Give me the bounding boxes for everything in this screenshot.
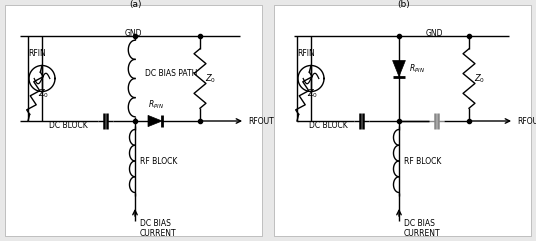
Text: GND: GND: [425, 29, 443, 38]
Text: DC BIAS
CURRENT: DC BIAS CURRENT: [140, 219, 177, 238]
Text: RFIN: RFIN: [28, 49, 46, 59]
Text: DC BIAS
CURRENT: DC BIAS CURRENT: [404, 219, 441, 238]
Polygon shape: [392, 60, 405, 76]
Text: $Z_0$: $Z_0$: [307, 87, 318, 100]
Bar: [274, 5, 531, 236]
Text: RFOUT: RFOUT: [517, 116, 536, 126]
Text: $R_{PIN}$: $R_{PIN}$: [409, 62, 425, 75]
Text: RF BLOCK: RF BLOCK: [140, 156, 177, 166]
Text: RFOUT: RFOUT: [248, 116, 274, 126]
Text: $Z_0$: $Z_0$: [205, 72, 216, 85]
Text: DC BLOCK: DC BLOCK: [309, 121, 348, 130]
Text: $R_{PIN}$: $R_{PIN}$: [148, 99, 164, 111]
Text: DC BIAS PATH: DC BIAS PATH: [145, 69, 197, 78]
Text: RFIN: RFIN: [297, 49, 315, 59]
Text: GND: GND: [125, 29, 142, 38]
Polygon shape: [148, 115, 162, 127]
Text: DC BLOCK: DC BLOCK: [49, 121, 87, 130]
Text: (a): (a): [129, 0, 142, 9]
Text: $Z_0$: $Z_0$: [38, 87, 49, 100]
Text: RF BLOCK: RF BLOCK: [404, 156, 441, 166]
Bar: [5, 5, 262, 236]
Text: $Z_0$: $Z_0$: [474, 72, 485, 85]
Text: (b): (b): [398, 0, 411, 9]
